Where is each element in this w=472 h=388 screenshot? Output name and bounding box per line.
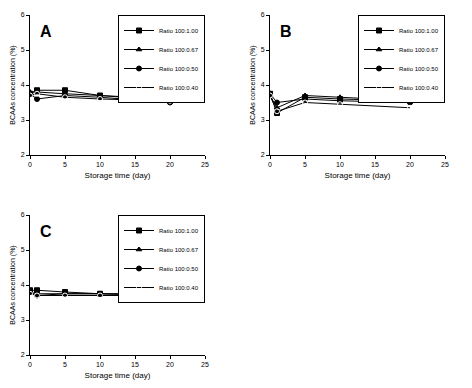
svg-text:3: 3 [21, 316, 25, 323]
svg-text:Ratio 100:0.40: Ratio 100:0.40 [159, 285, 199, 291]
svg-text:5: 5 [63, 161, 67, 168]
svg-text:15: 15 [131, 161, 139, 168]
svg-text:6: 6 [261, 11, 265, 18]
svg-text:5: 5 [303, 161, 307, 168]
svg-text:0: 0 [28, 361, 32, 368]
svg-text:A: A [40, 23, 52, 40]
svg-text:10: 10 [96, 361, 104, 368]
svg-text:Ratio 100:0.40: Ratio 100:0.40 [159, 85, 199, 91]
svg-text:3: 3 [21, 116, 25, 123]
svg-text:Ratio 100:1.00: Ratio 100:1.00 [159, 228, 199, 234]
svg-text:Storage time (day): Storage time (day) [325, 171, 391, 180]
svg-text:Ratio 100:0.50: Ratio 100:0.50 [399, 66, 439, 72]
svg-text:BCAAs concentration (%): BCAAs concentration (%) [9, 245, 17, 324]
svg-text:10: 10 [336, 161, 344, 168]
svg-text:4: 4 [21, 81, 25, 88]
svg-text:BCAAs concentration (%): BCAAs concentration (%) [9, 45, 17, 124]
svg-text:2: 2 [21, 351, 25, 358]
svg-text:Ratio 100:0.67: Ratio 100:0.67 [399, 47, 439, 53]
svg-text:6: 6 [21, 211, 25, 218]
svg-text:Ratio 100:0.67: Ratio 100:0.67 [159, 47, 199, 53]
svg-text:15: 15 [131, 361, 139, 368]
svg-text:20: 20 [406, 161, 414, 168]
svg-text:25: 25 [441, 161, 449, 168]
svg-text:BCAAs concentration (%): BCAAs concentration (%) [249, 45, 257, 124]
svg-text:4: 4 [261, 81, 265, 88]
svg-text:10: 10 [96, 161, 104, 168]
svg-text:5: 5 [21, 46, 25, 53]
svg-text:2: 2 [21, 151, 25, 158]
svg-text:6: 6 [21, 11, 25, 18]
svg-text:B: B [280, 23, 292, 40]
svg-text:Ratio 100:1.00: Ratio 100:1.00 [399, 28, 439, 34]
svg-text:4: 4 [21, 281, 25, 288]
svg-text:Ratio 100:0.67: Ratio 100:0.67 [159, 247, 199, 253]
svg-text:5: 5 [261, 46, 265, 53]
svg-text:5: 5 [21, 246, 25, 253]
svg-text:25: 25 [201, 361, 209, 368]
svg-text:3: 3 [261, 116, 265, 123]
svg-text:5: 5 [63, 361, 67, 368]
svg-text:Ratio 100:0.50: Ratio 100:0.50 [159, 266, 199, 272]
svg-text:Ratio 100:0.50: Ratio 100:0.50 [159, 66, 199, 72]
svg-text:Storage time (day): Storage time (day) [85, 371, 151, 380]
svg-text:20: 20 [166, 361, 174, 368]
svg-text:0: 0 [268, 161, 272, 168]
svg-text:C: C [40, 223, 52, 240]
svg-text:15: 15 [371, 161, 379, 168]
svg-text:0: 0 [28, 161, 32, 168]
svg-text:2: 2 [261, 151, 265, 158]
svg-text:Ratio 100:0.40: Ratio 100:0.40 [399, 85, 439, 91]
svg-text:Storage time (day): Storage time (day) [85, 171, 151, 180]
svg-text:20: 20 [166, 161, 174, 168]
svg-text:25: 25 [201, 161, 209, 168]
svg-text:Ratio 100:1.00: Ratio 100:1.00 [159, 28, 199, 34]
